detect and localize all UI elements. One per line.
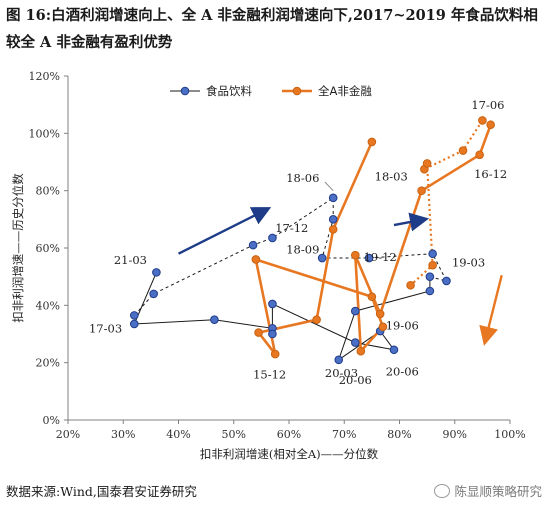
point-annotation: 18-03	[375, 170, 408, 184]
market-series-point	[375, 309, 385, 319]
y-tick-label: 40%	[36, 299, 60, 312]
series-lines	[133, 118, 492, 362]
food-series-point	[442, 276, 451, 286]
food-series-point	[210, 315, 219, 324]
x-tick-label: 50%	[222, 428, 246, 441]
food-series-point	[317, 253, 327, 263]
market-series-point	[475, 150, 484, 160]
point-annotation: 20-06	[339, 373, 372, 387]
point-annotation: 16-12	[474, 167, 507, 181]
food-series-point	[334, 355, 344, 365]
x-tick-label: 30%	[111, 428, 135, 441]
market-series-point	[422, 159, 432, 168]
legend-market-label: 全A非金融	[318, 84, 372, 98]
food-series-point	[351, 306, 360, 316]
market-series-point	[270, 349, 280, 359]
food-series-point	[425, 286, 435, 296]
point-annotation: 15-12	[253, 367, 286, 381]
x-tick-label: 20%	[56, 428, 80, 441]
x-tick-label: 40%	[166, 428, 190, 441]
market-series-point	[351, 250, 360, 260]
figure-title: 图 16:白酒利润增速向上、全 A 非金融利润增速向下,2017~2019 年食…	[6, 7, 538, 51]
market-series-point	[478, 116, 487, 125]
point-annotation: 17-03	[89, 322, 122, 336]
trend-arrow	[177, 207, 272, 255]
market-series-point	[367, 137, 377, 147]
food-series-point	[130, 319, 139, 329]
food-series-point	[149, 289, 158, 299]
legend-food-marker	[180, 86, 190, 96]
point-annotation: 19-06	[386, 319, 419, 333]
series-markers	[130, 116, 495, 365]
watermark: 陈显顺策略研究	[434, 481, 542, 500]
trend-arrow	[393, 212, 430, 232]
tick-labels: 20% 30% 40% 50% 60% 70% 80% 90% 100%0%20%40%60%8…	[29, 70, 526, 441]
food-series-point	[152, 268, 161, 277]
market-series-point	[251, 255, 261, 264]
trend-arrows	[177, 207, 503, 346]
market-series-point	[367, 292, 377, 302]
market-series-point	[328, 225, 338, 234]
market-series-point	[406, 280, 415, 290]
market-series-line	[254, 124, 492, 356]
market-series-point	[378, 322, 388, 332]
market-series-point	[458, 146, 468, 155]
y-tick-label: 20%	[36, 357, 60, 370]
point-annotation: 21-03	[114, 253, 147, 267]
food-series-point	[130, 311, 139, 320]
food-series-point	[425, 272, 435, 281]
point-annotation: 18-09	[286, 243, 319, 257]
x-tick-label: 100%	[494, 428, 525, 441]
food-series-point	[328, 193, 338, 203]
food-series-point	[248, 240, 258, 250]
y-axis-title: 扣非利润增速——历史分位数	[11, 173, 25, 323]
x-tick-label: 70%	[332, 428, 356, 441]
market-series-point	[356, 346, 366, 356]
food-series-point	[268, 299, 277, 309]
legend-market-marker	[292, 86, 302, 96]
annotation-leader	[324, 181, 334, 192]
market-series-point	[417, 186, 426, 195]
market-series-point	[428, 260, 437, 270]
food-series-point	[428, 249, 437, 259]
wechat-icon	[434, 483, 451, 498]
x-tick-label: 90%	[443, 428, 467, 441]
food-series-point	[268, 329, 277, 339]
point-annotation: 20-03	[325, 366, 358, 380]
y-tick-label: 100%	[29, 127, 60, 140]
food-series-point	[328, 215, 338, 224]
x-tick-label: 60%	[277, 428, 301, 441]
legend: 食品饮料 全A非金融	[170, 84, 372, 98]
market-series-point	[312, 315, 321, 324]
point-annotation: 18-06	[286, 171, 319, 185]
market-series-point	[254, 328, 263, 337]
food-series-line	[133, 272, 431, 362]
y-tick-label: 120%	[29, 70, 60, 83]
x-axis-title: 扣非利润增速(相对全A)——分位数	[200, 447, 379, 461]
y-tick-label: 60%	[36, 242, 60, 255]
food-series-point	[364, 253, 374, 263]
watermark-text: 陈显顺策略研究	[454, 484, 542, 499]
y-tick-label: 0%	[43, 414, 60, 427]
point-annotation: 17-12	[275, 221, 308, 235]
market-series-point	[486, 120, 495, 130]
legend-food-label: 食品饮料	[206, 84, 252, 98]
point-annotation: 17-06	[471, 98, 504, 112]
x-tick-label: 80%	[387, 428, 411, 441]
food-series-point	[389, 345, 399, 355]
point-annotation: 19-12	[364, 250, 397, 264]
y-tick-label: 80%	[36, 185, 60, 198]
food-series-point	[268, 233, 277, 243]
food-series-point	[351, 338, 360, 347]
source-note: 数据来源:Wind,国泰君安证券研究	[6, 484, 197, 499]
point-annotation: 19-03	[452, 256, 485, 270]
trend-arrow	[479, 274, 503, 346]
point-annotation: 20-06	[386, 365, 419, 379]
